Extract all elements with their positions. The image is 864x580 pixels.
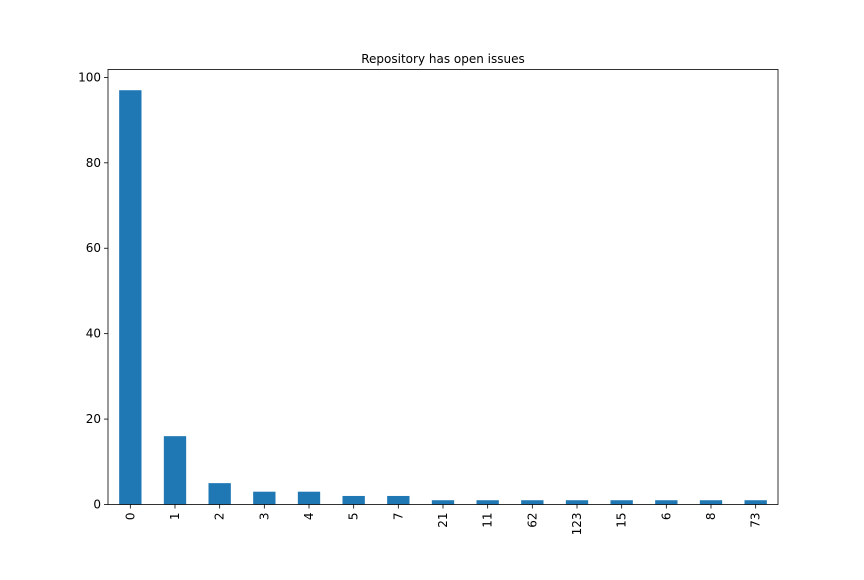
x-tick-label: 5: [347, 513, 361, 521]
x-axis: 0 1 2 3 4 5 7 21 11 62 123 15 6 8 73: [123, 504, 763, 536]
bar-6: [655, 500, 678, 505]
y-tick-label: 80: [86, 156, 101, 170]
x-tick-label: 0: [123, 513, 137, 521]
bar-8: [699, 500, 723, 505]
x-tick-label: 15: [615, 513, 629, 528]
bar-4: [297, 491, 321, 505]
x-tick-label: 6: [659, 513, 673, 521]
bar-21: [431, 500, 455, 505]
bar-1: [163, 436, 187, 505]
y-tick-label: 100: [78, 70, 101, 84]
x-tick-label: 4: [302, 513, 316, 521]
y-axis: 0 20 40 60 80 100: [78, 70, 108, 512]
x-tick-label: 2: [213, 513, 227, 521]
y-tick-label: 20: [86, 412, 101, 426]
bar-15: [610, 500, 633, 505]
x-tick-label: 62: [525, 513, 539, 528]
x-tick-label: 3: [257, 513, 271, 521]
bar-2: [208, 483, 231, 505]
bar-7: [387, 495, 410, 505]
bar-0: [119, 90, 142, 505]
plot-frame: [107, 69, 779, 505]
bar-3: [253, 491, 276, 505]
y-tick-label: 40: [86, 327, 101, 341]
bar-11: [476, 500, 499, 505]
x-tick-label: 21: [436, 513, 450, 528]
x-tick-label: 1: [168, 513, 182, 521]
chart-title: Repository has open issues: [361, 52, 525, 66]
bars-layer: [119, 90, 767, 505]
x-tick-label: 7: [391, 513, 405, 521]
x-tick-label: 11: [481, 513, 495, 528]
bar-73: [744, 500, 767, 505]
bar-123: [565, 500, 589, 505]
bar-5: [342, 495, 365, 505]
y-tick-label: 0: [93, 498, 101, 512]
x-tick-label: 73: [749, 513, 763, 528]
x-tick-label: 123: [570, 513, 584, 536]
y-tick-label: 60: [86, 241, 101, 255]
bar-62: [521, 500, 544, 505]
x-tick-label: 8: [704, 513, 718, 521]
